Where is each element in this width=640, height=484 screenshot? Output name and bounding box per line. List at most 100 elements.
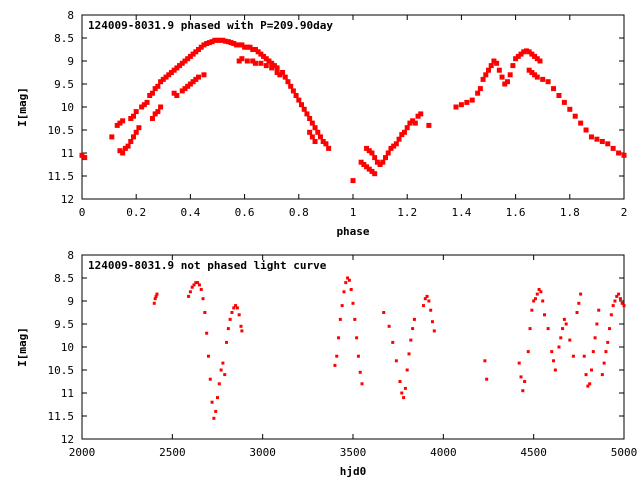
- data-point: [407, 120, 413, 126]
- data-point: [540, 76, 546, 82]
- data-point: [356, 354, 360, 358]
- data-point: [285, 79, 291, 85]
- data-point: [274, 65, 280, 71]
- y-tick-label: 10: [61, 341, 74, 354]
- data-point: [155, 292, 159, 296]
- data-point: [602, 361, 606, 365]
- data-point: [571, 354, 575, 358]
- data-point: [128, 139, 134, 144]
- data-point: [171, 90, 177, 96]
- data-point: [179, 88, 185, 94]
- unphased-light-curve-panel: 2000 2500 3000 3500 4000 4500 5000 8 8.5 9 9.5 10 10…: [16, 249, 637, 478]
- y-tick-label: 11: [61, 147, 74, 160]
- data-point: [382, 311, 386, 314]
- data-point: [225, 340, 229, 344]
- data-point: [201, 42, 207, 48]
- data-point: [541, 299, 545, 303]
- data-point: [158, 79, 164, 85]
- data-point: [559, 336, 563, 340]
- data-point: [528, 327, 532, 331]
- data-point: [405, 368, 409, 372]
- data-point: [342, 290, 346, 294]
- x-axis-label: phase: [336, 225, 369, 238]
- y-tick-label: 11.5: [48, 170, 75, 183]
- data-point: [364, 145, 370, 151]
- data-point: [187, 81, 193, 87]
- data-point: [532, 299, 536, 303]
- data-point: [296, 97, 302, 103]
- y-tick-label: 9: [67, 295, 74, 308]
- x-tick-label: 4500: [520, 446, 547, 459]
- data-point: [252, 60, 258, 66]
- data-point: [567, 106, 573, 112]
- data-point: [125, 143, 131, 149]
- x-tick-label: 1.6: [506, 206, 526, 219]
- data-point: [572, 113, 578, 119]
- data-point: [349, 288, 353, 291]
- data-point: [153, 297, 157, 301]
- x-tick-label: 1.2: [397, 206, 417, 219]
- x-tick-label: 3500: [340, 446, 367, 459]
- chart-title: 124009-8031.9 not phased light curve: [88, 259, 327, 272]
- data-point: [606, 340, 610, 344]
- data-point: [266, 58, 272, 64]
- data-point: [290, 88, 296, 94]
- data-point: [226, 327, 230, 331]
- data-point: [190, 51, 196, 57]
- data-point: [223, 373, 227, 377]
- x-tick-label: 1.8: [560, 206, 580, 219]
- x-tick-label: 3000: [249, 446, 276, 459]
- data-point: [250, 58, 256, 64]
- data-point: [185, 83, 191, 89]
- y-tick-label: 11: [61, 387, 74, 400]
- data-point: [185, 56, 191, 62]
- data-point: [196, 47, 202, 52]
- data-point: [263, 63, 269, 69]
- chart-title: 124009-8031.9 phased with P=209.90day: [88, 19, 333, 32]
- data-point: [114, 122, 120, 128]
- data-point: [335, 354, 339, 358]
- data-point: [139, 104, 145, 110]
- phased-light-curve-panel: 0 0.2 0.4 0.6 0.8 1 1.2 1.4 1.6 1.8 2 8 8.5 9 9.5 10 10.…: [16, 9, 627, 238]
- data-point: [201, 72, 207, 78]
- data-point: [236, 42, 242, 48]
- data-point: [469, 97, 475, 103]
- data-point: [475, 90, 481, 96]
- data-point: [196, 281, 200, 285]
- data-point: [109, 134, 115, 140]
- data-point: [608, 327, 612, 331]
- data-point: [133, 129, 139, 135]
- data-point: [346, 276, 350, 280]
- data-point: [337, 336, 341, 340]
- data-point: [409, 338, 413, 342]
- data-point: [117, 148, 123, 154]
- data-point: [504, 79, 510, 85]
- data-point: [387, 324, 391, 328]
- data-point: [309, 134, 315, 140]
- data-point: [307, 129, 313, 135]
- data-point: [340, 304, 344, 308]
- data-point: [534, 74, 540, 80]
- data-point: [147, 93, 153, 98]
- data-point: [515, 53, 521, 59]
- data-point: [518, 51, 524, 57]
- data-point: [400, 391, 404, 395]
- data-point: [258, 51, 264, 57]
- x-tick-label: 1: [350, 206, 357, 219]
- data-point: [320, 139, 326, 144]
- x-axis-label: hjd0: [340, 465, 367, 478]
- data-point: [556, 93, 562, 98]
- data-point: [529, 51, 535, 57]
- data-point: [404, 125, 410, 131]
- data-point: [616, 150, 622, 156]
- data-point: [604, 350, 608, 354]
- data-point: [155, 83, 161, 89]
- data-point: [513, 56, 519, 62]
- data-point: [168, 70, 174, 75]
- data-point: [152, 86, 158, 92]
- data-point: [269, 60, 275, 66]
- data-point: [149, 116, 155, 121]
- data-point: [228, 317, 232, 321]
- data-point: [594, 136, 600, 142]
- data-point: [588, 134, 594, 140]
